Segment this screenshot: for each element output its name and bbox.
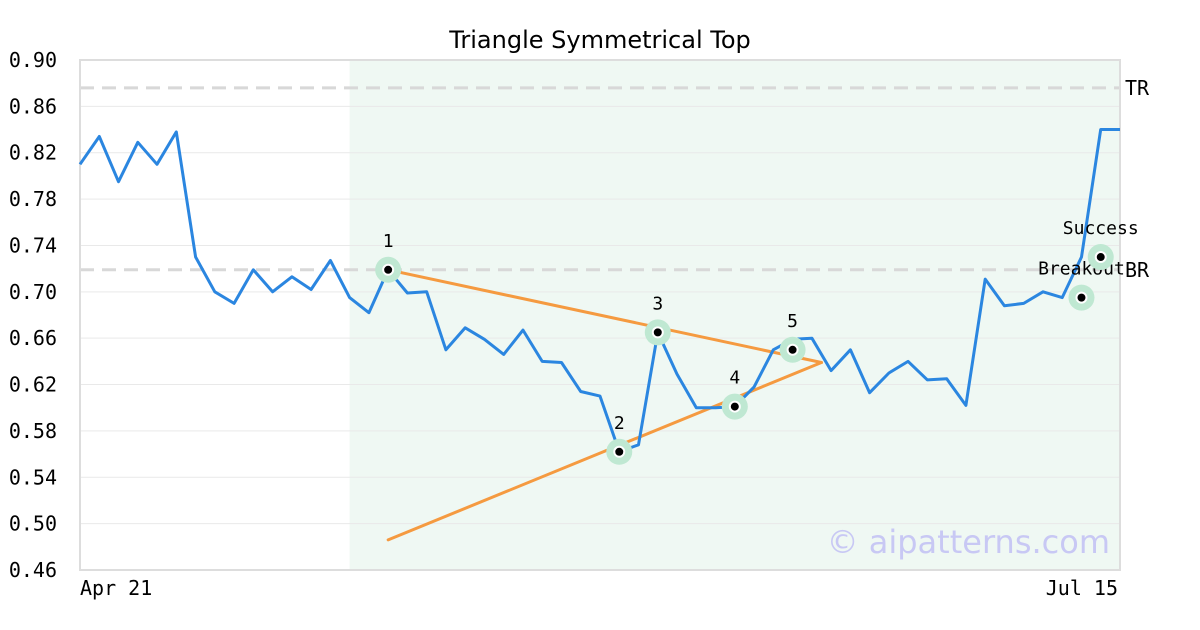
x-tick-label-start: Apr 21 bbox=[80, 576, 152, 600]
pivot-1: 1 bbox=[375, 231, 402, 283]
y-axis: 0.46 0.50 0.54 0.58 0.62 0.66 0.70 0.74 0.78 0.82… bbox=[9, 48, 57, 582]
y-tick-label: 0.54 bbox=[9, 465, 57, 489]
pivot-3: 3 bbox=[644, 293, 671, 346]
x-tick-label-end: Jul 15 bbox=[1046, 576, 1118, 600]
pivot-dot bbox=[1094, 251, 1107, 264]
pivot-label: 5 bbox=[787, 311, 798, 332]
pivot-2: 2 bbox=[606, 413, 633, 465]
y-tick-label: 0.50 bbox=[9, 512, 57, 536]
pivot-label: 3 bbox=[652, 293, 663, 314]
pivot-label: 1 bbox=[383, 231, 394, 252]
pivot-label: 2 bbox=[614, 413, 625, 434]
reference-lines: TR BR bbox=[80, 76, 1150, 282]
pivot-4: 4 bbox=[721, 368, 748, 420]
pivot-label: Success bbox=[1063, 218, 1139, 239]
y-tick-label: 0.74 bbox=[9, 233, 57, 257]
y-tick-label: 0.90 bbox=[9, 48, 57, 72]
pivot-5: 5 bbox=[779, 311, 806, 363]
price-line bbox=[78, 128, 1120, 454]
reference-label-br: BR bbox=[1125, 258, 1150, 282]
x-axis: Apr 21 Jul 15 bbox=[80, 576, 1118, 600]
y-tick-label: 0.78 bbox=[9, 187, 57, 211]
pivot-dot bbox=[1075, 291, 1088, 304]
highlight-band bbox=[349, 60, 1120, 570]
watermark: © aipatterns.com bbox=[827, 523, 1110, 561]
y-tick-label: 0.62 bbox=[9, 373, 57, 397]
y-tick-label: 0.86 bbox=[9, 94, 57, 118]
pivot-dot bbox=[382, 263, 395, 276]
plot-area-border bbox=[79, 59, 1121, 571]
y-tick-label: 0.82 bbox=[9, 141, 57, 165]
pattern-highlight-region bbox=[349, 60, 1120, 570]
pivot-dot bbox=[728, 400, 741, 413]
y-tick-label: 0.66 bbox=[9, 326, 57, 350]
pivot-success: Success bbox=[1063, 218, 1139, 271]
reference-label-tr: TR bbox=[1125, 76, 1150, 100]
chart-title: Triangle Symmetrical Top bbox=[448, 26, 751, 54]
pivot-dot bbox=[613, 445, 626, 458]
y-tick-label: 0.70 bbox=[9, 280, 57, 304]
price-series bbox=[78, 128, 1120, 454]
y-tick-label: 0.58 bbox=[9, 419, 57, 443]
pivot-dot bbox=[786, 343, 799, 356]
pivot-dot bbox=[651, 326, 664, 339]
y-tick-label: 0.46 bbox=[9, 558, 57, 582]
triangle-upper-line bbox=[386, 268, 823, 365]
pivot-label: 4 bbox=[729, 368, 740, 389]
